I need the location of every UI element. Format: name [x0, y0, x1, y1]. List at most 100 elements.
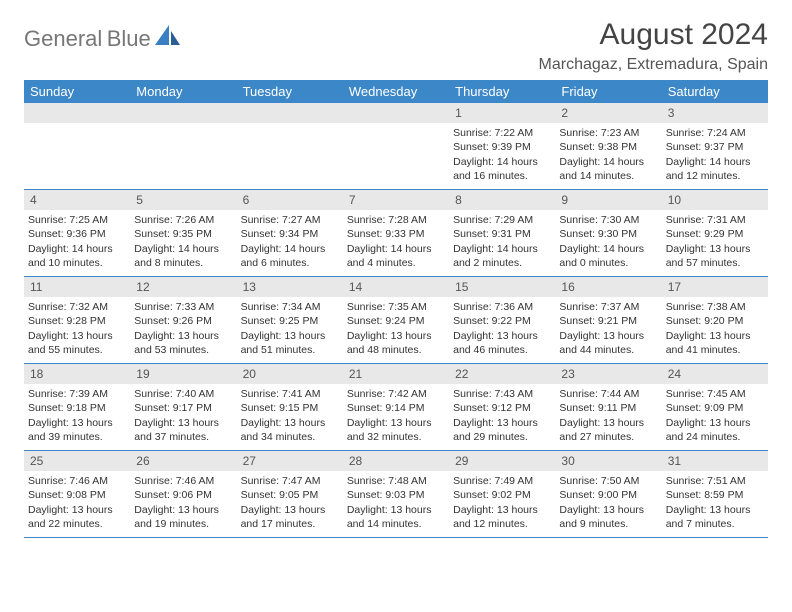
daylight-line: Daylight: 13 hours and 22 minutes.: [28, 503, 126, 531]
day-cell: 17Sunrise: 7:38 AMSunset: 9:20 PMDayligh…: [662, 277, 768, 363]
day-cell: [237, 103, 343, 189]
day-cell: 5Sunrise: 7:26 AMSunset: 9:35 PMDaylight…: [130, 190, 236, 276]
sunrise-line: Sunrise: 7:44 AM: [559, 387, 657, 401]
sunset-line: Sunset: 9:30 PM: [559, 227, 657, 241]
sunrise-line: Sunrise: 7:33 AM: [134, 300, 232, 314]
day-cell: 6Sunrise: 7:27 AMSunset: 9:34 PMDaylight…: [237, 190, 343, 276]
day-number: 27: [237, 451, 343, 471]
day-number: 7: [343, 190, 449, 210]
day-number: 30: [555, 451, 661, 471]
sunset-line: Sunset: 9:28 PM: [28, 314, 126, 328]
day-cell: 26Sunrise: 7:46 AMSunset: 9:06 PMDayligh…: [130, 451, 236, 537]
sunrise-line: Sunrise: 7:31 AM: [666, 213, 764, 227]
daylight-line: Daylight: 14 hours and 8 minutes.: [134, 242, 232, 270]
day-cell: 3 Sunrise: 7:24 AMSunset: 9:37 PMDaylight…: [662, 103, 768, 189]
location-label: Marchagaz, Extremadura, Spain: [539, 56, 768, 74]
sunset-line: Sunset: 9:24 PM: [347, 314, 445, 328]
sunrise-line: Sunrise: 7:40 AM: [134, 387, 232, 401]
sunrise-line: Sunrise: 7:51 AM: [666, 474, 764, 488]
sunrise-line: Sunrise: 7:37 AM: [559, 300, 657, 314]
day-number: 25: [24, 451, 130, 471]
day-cell: 18Sunrise: 7:39 AMSunset: 9:18 PMDayligh…: [24, 364, 130, 450]
sunrise-line: Sunrise: 7:26 AM: [134, 213, 232, 227]
sunset-line: Sunset: 9:36 PM: [28, 227, 126, 241]
sunset-line: Sunset: 9:26 PM: [134, 314, 232, 328]
day-number: 10: [662, 190, 768, 210]
sunrise-line: Sunrise: 7:30 AM: [559, 213, 657, 227]
week-row: 11Sunrise: 7:32 AMSunset: 9:28 PMDayligh…: [24, 277, 768, 364]
sunrise-line: Sunrise: 7:25 AM: [28, 213, 126, 227]
sunset-line: Sunset: 9:29 PM: [666, 227, 764, 241]
day-number: 3: [662, 103, 768, 123]
sunset-line: Sunset: 9:18 PM: [28, 401, 126, 415]
sunset-line: Sunset: 9:34 PM: [241, 227, 339, 241]
day-cell: 20Sunrise: 7:41 AMSunset: 9:15 PMDayligh…: [237, 364, 343, 450]
sunrise-line: Sunrise: 7:34 AM: [241, 300, 339, 314]
day-number: [130, 103, 236, 123]
sunrise-line: Sunrise: 7:48 AM: [347, 474, 445, 488]
day-cell: [130, 103, 236, 189]
sail-icon: [155, 25, 181, 52]
sunrise-line: Sunrise: 7:49 AM: [453, 474, 551, 488]
sunset-line: Sunset: 9:12 PM: [453, 401, 551, 415]
day-number: 17: [662, 277, 768, 297]
sunset-line: Sunset: 9:39 PM: [453, 140, 551, 154]
sunset-line: Sunset: 9:33 PM: [347, 227, 445, 241]
day-number: 20: [237, 364, 343, 384]
sunset-line: Sunset: 8:59 PM: [666, 488, 764, 502]
weekday-header: Tuesday: [237, 80, 343, 103]
weekday-header: Saturday: [662, 80, 768, 103]
weekday-header: Thursday: [449, 80, 555, 103]
day-cell: 22Sunrise: 7:43 AMSunset: 9:12 PMDayligh…: [449, 364, 555, 450]
daylight-line: Daylight: 13 hours and 34 minutes.: [241, 416, 339, 444]
calendar: SundayMondayTuesdayWednesdayThursdayFrid…: [24, 80, 768, 538]
day-cell: 27Sunrise: 7:47 AMSunset: 9:05 PMDayligh…: [237, 451, 343, 537]
daylight-line: Daylight: 13 hours and 39 minutes.: [28, 416, 126, 444]
day-number: 21: [343, 364, 449, 384]
day-number: 16: [555, 277, 661, 297]
daylight-line: Daylight: 13 hours and 24 minutes.: [666, 416, 764, 444]
header-bar: General Blue August 2024 Marchagaz, Extr…: [24, 18, 768, 74]
day-number: 19: [130, 364, 236, 384]
day-cell: 1Sunrise: 7:22 AMSunset: 9:39 PMDaylight…: [449, 103, 555, 189]
day-number: 31: [662, 451, 768, 471]
daylight-line: Daylight: 13 hours and 48 minutes.: [347, 329, 445, 357]
day-cell: 4Sunrise: 7:25 AMSunset: 9:36 PMDaylight…: [24, 190, 130, 276]
day-cell: [24, 103, 130, 189]
sunset-line: Sunset: 9:09 PM: [666, 401, 764, 415]
sunrise-line: Sunrise: 7:47 AM: [241, 474, 339, 488]
daylight-line: Daylight: 13 hours and 17 minutes.: [241, 503, 339, 531]
daylight-line: Daylight: 13 hours and 37 minutes.: [134, 416, 232, 444]
sunrise-line: Sunrise: 7:24 AM: [666, 126, 764, 140]
daylight-line: Daylight: 13 hours and 44 minutes.: [559, 329, 657, 357]
sunset-line: Sunset: 9:08 PM: [28, 488, 126, 502]
day-number: 2: [555, 103, 661, 123]
daylight-line: Daylight: 13 hours and 12 minutes.: [453, 503, 551, 531]
week-row: 18Sunrise: 7:39 AMSunset: 9:18 PMDayligh…: [24, 364, 768, 451]
day-number: 13: [237, 277, 343, 297]
day-number: 1: [449, 103, 555, 123]
daylight-line: Daylight: 14 hours and 0 minutes.: [559, 242, 657, 270]
sunset-line: Sunset: 9:06 PM: [134, 488, 232, 502]
day-cell: 21Sunrise: 7:42 AMSunset: 9:14 PMDayligh…: [343, 364, 449, 450]
daylight-line: Daylight: 14 hours and 2 minutes.: [453, 242, 551, 270]
day-number: 6: [237, 190, 343, 210]
sunrise-line: Sunrise: 7:39 AM: [28, 387, 126, 401]
day-number: 26: [130, 451, 236, 471]
week-row: 1 Sunrise: 7:22 AMSunset: 9:39 PM Daylight…: [24, 103, 768, 190]
sunrise-line: Sunrise: 7:50 AM: [559, 474, 657, 488]
day-cell: 28Sunrise: 7:48 AMSunset: 9:03 PMDayligh…: [343, 451, 449, 537]
day-cell: 19Sunrise: 7:40 AMSunset: 9:17 PMDayligh…: [130, 364, 236, 450]
day-number: 29: [449, 451, 555, 471]
day-cell: 8Sunrise: 7:29 AMSunset: 9:31 PMDaylight…: [449, 190, 555, 276]
sunset-line: Sunset: 9:03 PM: [347, 488, 445, 502]
daylight-line: Daylight: 14 hours and 12 minutes.: [666, 155, 764, 183]
weeks-container: 1 Sunrise: 7:22 AMSunset: 9:39 PM Daylight…: [24, 103, 768, 538]
sunset-line: Sunset: 9:37 PM: [666, 140, 764, 154]
sunrise-line: Sunrise: 7:35 AM: [347, 300, 445, 314]
daylight-line: Daylight: 13 hours and 7 minutes.: [666, 503, 764, 531]
weekday-header: Friday: [555, 80, 661, 103]
day-cell: 14Sunrise: 7:35 AMSunset: 9:24 PMDayligh…: [343, 277, 449, 363]
day-cell: 25Sunrise: 7:46 AMSunset: 9:08 PMDayligh…: [24, 451, 130, 537]
sunrise-line: Sunrise: 7:22 AM: [453, 126, 551, 140]
